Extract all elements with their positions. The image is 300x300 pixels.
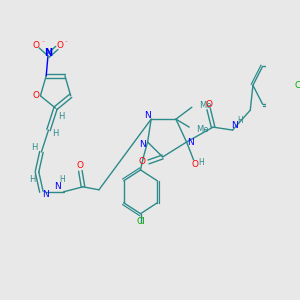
- Text: H: H: [29, 176, 36, 184]
- Text: N: N: [54, 182, 61, 191]
- Text: N: N: [144, 111, 151, 120]
- Text: H: H: [58, 112, 64, 121]
- Text: ⁻: ⁻: [65, 41, 68, 46]
- Text: O: O: [57, 41, 64, 50]
- Text: N: N: [44, 48, 52, 58]
- Text: N: N: [139, 140, 146, 148]
- Text: Me: Me: [199, 101, 211, 110]
- Text: O: O: [139, 158, 146, 166]
- Text: O: O: [32, 91, 40, 100]
- Text: ⁻: ⁻: [42, 41, 45, 46]
- Text: H: H: [199, 158, 205, 167]
- Text: Me: Me: [196, 124, 209, 134]
- Text: H: H: [31, 142, 38, 152]
- Text: N: N: [187, 137, 194, 146]
- Text: H: H: [238, 116, 243, 124]
- Text: O: O: [77, 161, 84, 170]
- Text: Cl: Cl: [136, 217, 145, 226]
- Text: N: N: [43, 190, 49, 199]
- Text: O: O: [191, 160, 198, 169]
- Text: O: O: [205, 100, 212, 109]
- Text: O: O: [32, 41, 39, 50]
- Text: H: H: [59, 176, 64, 184]
- Text: N: N: [231, 121, 238, 130]
- Text: H: H: [52, 129, 59, 138]
- Text: Cl: Cl: [295, 81, 300, 90]
